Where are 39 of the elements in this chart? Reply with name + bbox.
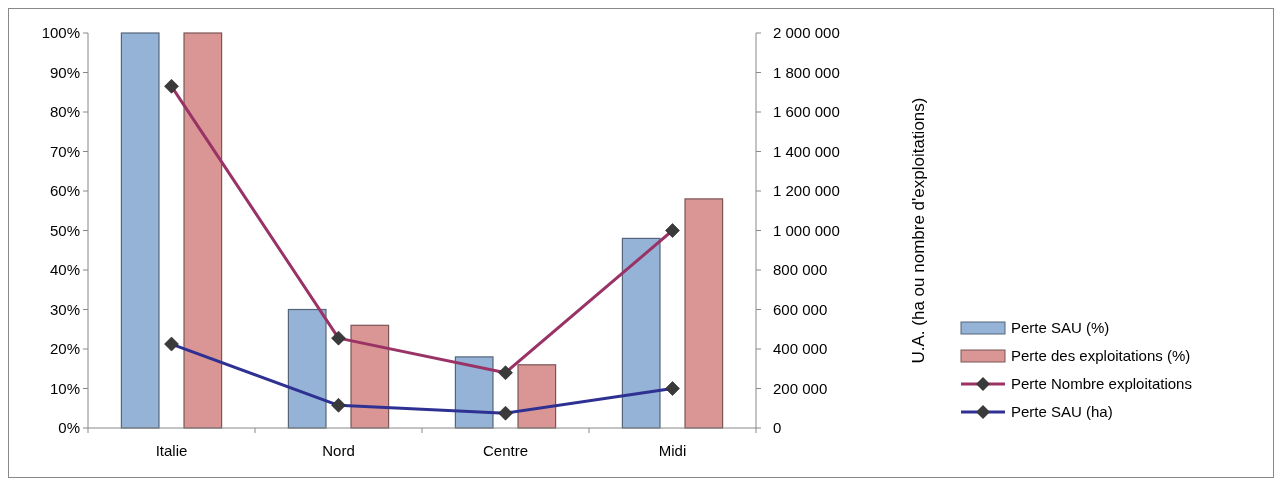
y-tick-label: 20%: [49, 340, 80, 358]
bar: [454, 356, 494, 429]
y2-tick-label: 1 800 000: [773, 63, 840, 81]
y-tick-label: 80%: [49, 103, 80, 121]
y2-tick-label: 1 600 000: [773, 103, 840, 121]
legend-label: Perte SAU (ha): [1011, 403, 1113, 421]
bar: [183, 32, 223, 429]
y-tick-label: 70%: [49, 142, 80, 160]
y-tick-label: 30%: [49, 300, 80, 318]
bar: [350, 324, 390, 429]
y2-tick-label: 600 000: [773, 300, 828, 318]
y2-tick-label: 1 200 000: [773, 182, 840, 200]
y-tick-label: 50%: [49, 221, 80, 239]
legend-label: Perte des exploitations (%): [1011, 347, 1191, 365]
y2-axis-title: U.A. (ha ou nombre d'exploitations): [908, 97, 928, 364]
bar: [120, 32, 160, 429]
y-tick-label: 90%: [49, 63, 80, 81]
legend-label: Perte SAU (%): [1011, 319, 1110, 337]
y2-tick-label: 0: [773, 419, 782, 437]
y-tick-label: 0%: [58, 419, 80, 437]
legend-label: Perte Nombre exploitations: [1011, 375, 1192, 393]
bar: [517, 364, 557, 429]
y2-tick-label: 800 000: [773, 261, 828, 279]
y2-tick-label: 1 400 000: [773, 142, 840, 160]
y2-tick-label: 400 000: [773, 340, 828, 358]
x-tick-label: Nord: [322, 442, 355, 459]
y-tick-label: 60%: [49, 182, 80, 200]
y-tick-label: 40%: [49, 261, 80, 279]
bar: [621, 237, 661, 429]
y-tick-label: 10%: [49, 379, 80, 397]
y2-tick-label: 200 000: [773, 379, 828, 397]
y2-tick-label: 2 000 000: [773, 24, 840, 42]
bar: [287, 308, 327, 429]
y-tick-label: 100%: [41, 24, 80, 42]
x-tick-label: Centre: [482, 442, 529, 459]
x-tick-label: Midi: [658, 442, 687, 459]
y2-tick-label: 1 000 000: [773, 221, 840, 239]
bar: [684, 198, 724, 429]
x-tick-label: Italie: [155, 442, 188, 459]
